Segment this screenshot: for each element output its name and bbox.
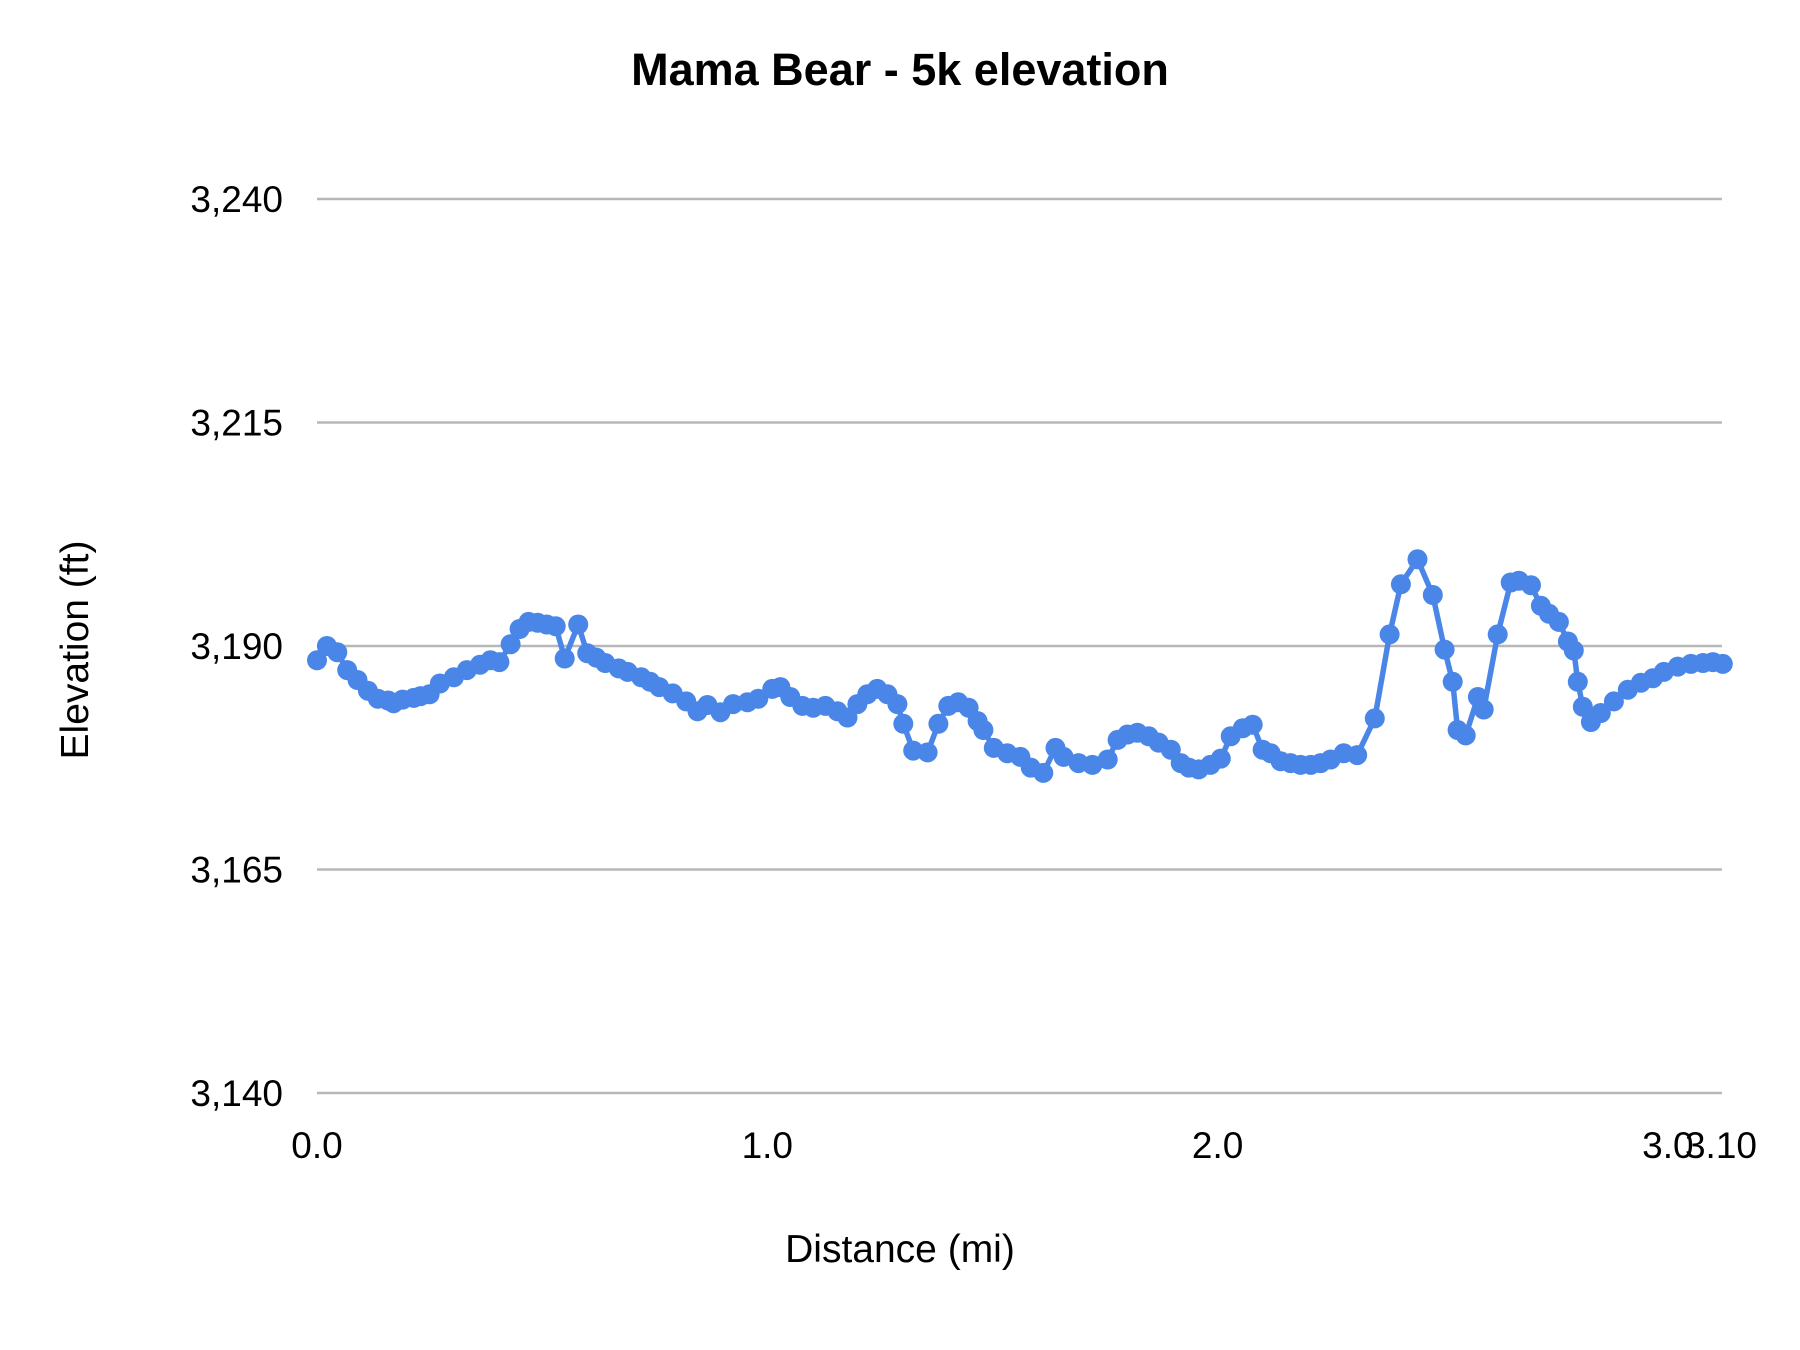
data-point[interactable]: [917, 742, 938, 763]
data-point[interactable]: [1442, 671, 1463, 692]
data-point[interactable]: [489, 652, 510, 673]
x-tick-label: 3.0: [1642, 1125, 1693, 1166]
x-tick-label: 1.0: [742, 1125, 793, 1166]
x-tick-label: 2.0: [1192, 1125, 1243, 1166]
data-point[interactable]: [1712, 653, 1733, 674]
data-point[interactable]: [893, 713, 914, 734]
data-point[interactable]: [545, 616, 566, 637]
data-point[interactable]: [1563, 640, 1584, 661]
y-tick-label: 3,215: [190, 403, 283, 444]
data-point[interactable]: [1455, 725, 1476, 746]
data-point[interactable]: [1242, 714, 1263, 735]
data-point[interactable]: [973, 720, 994, 740]
data-point[interactable]: [1603, 691, 1624, 712]
data-point[interactable]: [1548, 611, 1569, 632]
data-point[interactable]: [307, 650, 327, 671]
data-point[interactable]: [1572, 696, 1593, 717]
data-point[interactable]: [500, 634, 521, 655]
data-point[interactable]: [1033, 762, 1054, 783]
y-tick-label: 3,140: [190, 1073, 283, 1114]
data-point[interactable]: [1473, 699, 1494, 720]
y-tick-label: 3,190: [190, 626, 283, 667]
x-tick-label: 0.0: [291, 1125, 342, 1166]
data-point[interactable]: [554, 648, 575, 669]
data-point[interactable]: [1422, 585, 1443, 605]
data-point[interactable]: [1407, 549, 1428, 570]
data-point[interactable]: [1210, 748, 1231, 769]
data-point[interactable]: [1521, 575, 1541, 596]
y-tick-label: 3,165: [190, 850, 283, 891]
data-point[interactable]: [327, 642, 348, 663]
y-tick-label: 3,240: [190, 179, 283, 220]
data-point[interactable]: [748, 688, 769, 709]
data-point[interactable]: [1082, 754, 1103, 775]
data-point[interactable]: [1364, 708, 1385, 729]
data-point[interactable]: [928, 713, 949, 734]
data-point[interactable]: [1097, 749, 1118, 770]
data-point[interactable]: [1567, 671, 1588, 692]
data-point[interactable]: [1390, 574, 1411, 595]
data-point[interactable]: [1347, 745, 1368, 766]
chart-title: Mama Bear - 5k elevation: [631, 44, 1169, 95]
data-point[interactable]: [1434, 639, 1455, 660]
data-point[interactable]: [1487, 624, 1508, 645]
data-point[interactable]: [568, 614, 589, 635]
data-point[interactable]: [1590, 703, 1611, 723]
data-point[interactable]: [887, 694, 908, 715]
x-tick-label: 3.10: [1685, 1125, 1757, 1166]
data-point[interactable]: [1379, 624, 1400, 645]
x-axis-title: Distance (mi): [785, 1228, 1015, 1271]
